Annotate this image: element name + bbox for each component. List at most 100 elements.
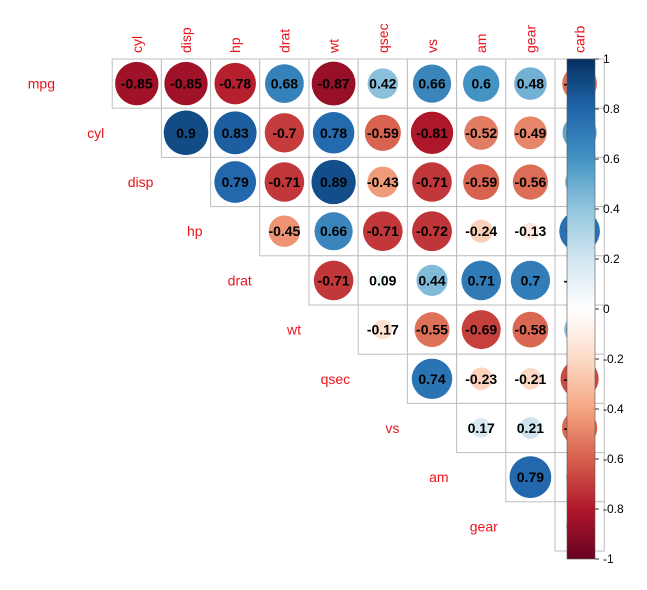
correlation-value-label: -0.55	[416, 322, 448, 338]
legend-tick-label: 0	[603, 302, 610, 316]
row-label-mpg: mpg	[28, 76, 55, 92]
row-label-qsec: qsec	[321, 371, 351, 387]
correlation-value-label: -0.87	[318, 76, 350, 92]
correlation-circle-hp-qsec	[363, 211, 403, 251]
correlation-value-label: -0.24	[465, 223, 497, 239]
correlation-value-label: 0.89	[320, 174, 347, 190]
correlation-circle-hp-gear	[521, 222, 539, 240]
legend-tick-label: 0.8	[603, 102, 620, 116]
correlation-circle-drat-vs	[416, 264, 448, 296]
correlation-value-label: 0.7	[521, 272, 541, 288]
correlation-circle-disp-qsec	[367, 166, 399, 198]
correlation-circle-mpg-cyl	[115, 61, 159, 106]
correlation-circle-qsec-am	[469, 367, 493, 391]
legend-tick-label: -0.6	[603, 452, 624, 466]
correlation-circle-vs-am	[471, 418, 491, 438]
row-label-drat: drat	[228, 272, 252, 288]
correlation-value-label: 0.21	[517, 420, 544, 436]
circle-layer	[115, 61, 600, 539]
correlation-circle-cyl-disp	[163, 110, 209, 156]
correlation-circle-wt-am	[461, 310, 501, 350]
correlation-circle-qsec-vs	[411, 358, 453, 400]
correlation-circle-drat-qsec	[375, 273, 390, 288]
correlation-circle-wt-vs	[414, 312, 450, 348]
correlation-value-label: 0.66	[320, 223, 347, 239]
legend-tick-label: 0.4	[603, 202, 620, 216]
correlation-value-label: 0.44	[418, 272, 445, 288]
column-label-layer: cyl disp hp drat wt qsec vs am gear carb	[129, 23, 588, 54]
column-label-disp: disp	[178, 27, 194, 53]
correlation-value-label: -0.17	[367, 322, 399, 338]
correlation-value-label: 0.48	[517, 76, 544, 92]
correlation-value-label: -0.71	[367, 223, 399, 239]
legend-tick-label: -0.4	[603, 402, 624, 416]
correlation-value-label: -0.13	[514, 223, 546, 239]
correlation-circle-mpg-hp	[214, 62, 256, 105]
correlation-circle-hp-am	[469, 219, 493, 243]
correlation-circle-am-gear	[509, 456, 552, 499]
correlation-circle-drat-gear	[510, 260, 551, 301]
column-label-vs: vs	[424, 39, 440, 53]
column-label-carb: carb	[572, 26, 588, 53]
correlation-value-label: 0.68	[271, 76, 298, 92]
correlation-circle-hp-vs	[412, 211, 452, 252]
correlation-value-label: 0.71	[468, 272, 495, 288]
correlation-circle-wt-qsec	[373, 319, 393, 340]
row-label-vs: vs	[385, 420, 399, 436]
correlation-value-label: -0.52	[465, 125, 497, 141]
row-label-disp: disp	[128, 174, 154, 190]
correlation-value-label: -0.71	[416, 174, 448, 190]
column-label-hp: hp	[227, 37, 243, 53]
row-label-gear: gear	[470, 518, 498, 534]
correlation-circle-disp-hp	[214, 161, 257, 203]
correlation-circle-mpg-wt	[311, 61, 356, 106]
correlation-value-label: -0.7	[272, 125, 296, 141]
color-legend-bar	[566, 58, 596, 560]
correlation-value-label: -0.59	[367, 125, 399, 141]
correlation-circle-drat-wt	[313, 260, 354, 301]
correlation-value-label: 0.42	[369, 76, 396, 92]
column-label-wt: wt	[326, 39, 342, 54]
correlation-value-label: 0.83	[222, 125, 249, 141]
correlation-value-label: -0.85	[170, 76, 202, 92]
grid-cell	[357, 304, 408, 355]
correlation-circle-hp-wt	[314, 212, 353, 251]
correlation-circle-cyl-drat	[264, 113, 305, 153]
correlation-value-label: -0.58	[514, 322, 546, 338]
column-label-drat: drat	[276, 29, 292, 53]
correlation-value-label: 0.78	[320, 125, 347, 141]
correlation-value-label: -0.45	[268, 223, 300, 239]
correlation-circle-mpg-vs	[412, 64, 452, 103]
legend-tick-label: -0.8	[603, 502, 624, 516]
correlation-circle-cyl-vs	[410, 111, 454, 154]
correlation-circle-qsec-gear	[519, 368, 542, 390]
correlation-value-label: 0.79	[517, 469, 544, 485]
column-label-cyl: cyl	[129, 36, 145, 53]
correlation-circle-hp-drat	[268, 215, 301, 247]
correlation-circle-cyl-qsec	[364, 114, 401, 151]
correlation-value-label: -0.21	[514, 371, 546, 387]
legend-tick-label: 0.6	[603, 152, 620, 166]
legend-tick-label: 1	[603, 52, 610, 66]
correlation-value-label: 0.66	[418, 76, 445, 92]
correlation-value-label: 0.6	[471, 76, 491, 92]
legend-tick-label: 0.2	[603, 252, 620, 266]
correlation-circle-disp-am	[463, 163, 500, 201]
correlation-circle-disp-gear	[512, 164, 548, 200]
legend-tick-label: -0.2	[603, 352, 624, 366]
column-label-am: am	[473, 34, 489, 53]
correlation-circle-cyl-am	[464, 115, 499, 150]
correlation-value-label: 0.17	[468, 420, 495, 436]
correlation-value-label: -0.49	[514, 125, 546, 141]
correlation-circle-cyl-wt	[312, 112, 355, 154]
correlation-circle-mpg-qsec	[367, 68, 399, 99]
row-label-hp: hp	[187, 223, 203, 239]
correlation-circle-mpg-gear	[514, 67, 547, 100]
correlation-circle-drat-am	[461, 260, 502, 301]
correlation-value-label: 0.79	[222, 174, 249, 190]
correlation-value-label: -0.85	[121, 76, 153, 92]
correlation-circle-mpg-drat	[265, 64, 304, 103]
correlation-circle-cyl-gear	[513, 116, 547, 150]
